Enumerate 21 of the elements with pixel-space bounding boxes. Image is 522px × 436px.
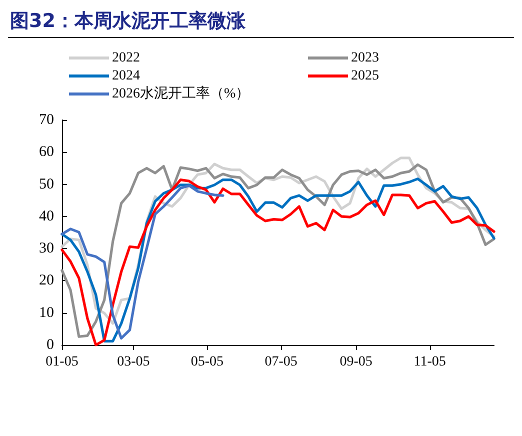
y-tick-label: 40 <box>39 208 54 224</box>
x-tick-label: 01-05 <box>46 354 78 370</box>
legend-label: 2026水泥开工率（%） <box>112 86 250 102</box>
legend-label: 2022 <box>112 50 140 66</box>
x-tick-label: 07-05 <box>264 354 298 370</box>
y-tick-label: 20 <box>39 272 54 289</box>
x-tick-label: 03-05 <box>117 354 150 370</box>
y-tick-label: 50 <box>39 176 54 192</box>
y-tick-label: 0 <box>46 337 54 353</box>
x-tick-label: 11-05 <box>414 354 446 370</box>
y-tick-label: 60 <box>39 144 54 160</box>
legend-label: 2024 <box>112 68 140 84</box>
y-tick-label: 30 <box>39 240 54 257</box>
y-tick-label: 10 <box>39 304 54 321</box>
y-tick-label: 70 <box>39 112 54 128</box>
line-series <box>60 184 224 340</box>
chart-title: 图32：本周水泥开工率微涨 <box>8 8 514 38</box>
x-tick-label: 09-05 <box>340 354 372 370</box>
legend-label: 2025 <box>351 68 379 84</box>
legend-label: 2023 <box>351 50 379 66</box>
x-tick-label: 05-05 <box>190 354 224 370</box>
